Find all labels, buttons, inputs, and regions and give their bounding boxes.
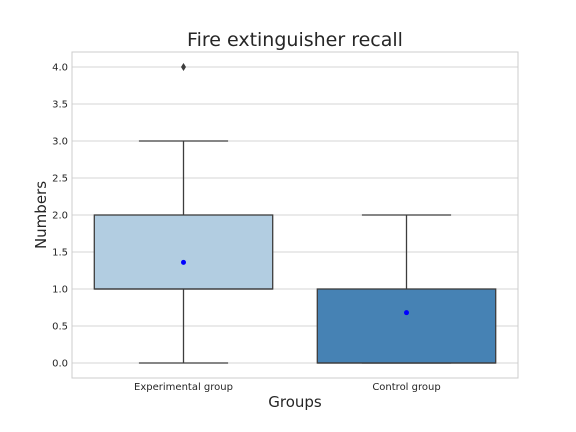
x-tick-label: Experimental group (134, 382, 233, 393)
y-tick-labels: 0.0 0.5 1.0 1.5 2.0 2.5 3.0 3.5 4.0 (52, 63, 68, 370)
y-tick-label: 0.5 (52, 322, 68, 333)
y-tick-label: 1.5 (52, 248, 68, 259)
y-tick-label: 0.0 (52, 359, 68, 370)
chart-title: Fire extinguisher recall (187, 29, 403, 51)
boxes (93, 63, 497, 364)
box-group (316, 214, 497, 364)
x-tick-labels: Experimental group Control group (134, 382, 441, 393)
y-tick-label: 2.0 (52, 211, 68, 222)
y-axis-label: Numbers (32, 181, 50, 249)
y-tick-label: 1.0 (52, 285, 68, 296)
mean-marker (181, 259, 186, 265)
outlier-marker (181, 63, 186, 71)
y-tick-label: 3.5 (52, 100, 68, 111)
box-group (93, 63, 274, 364)
mean-marker (404, 310, 409, 316)
x-tick-label: Control group (372, 382, 440, 393)
plot-area-frame (71, 51, 519, 379)
iqr-box (316, 288, 497, 364)
iqr-box (93, 214, 274, 290)
x-axis-label: Groups (268, 393, 322, 411)
y-tick-label: 3.0 (52, 137, 68, 148)
y-tick-label: 2.5 (52, 174, 68, 185)
y-tick-label: 4.0 (52, 63, 68, 74)
